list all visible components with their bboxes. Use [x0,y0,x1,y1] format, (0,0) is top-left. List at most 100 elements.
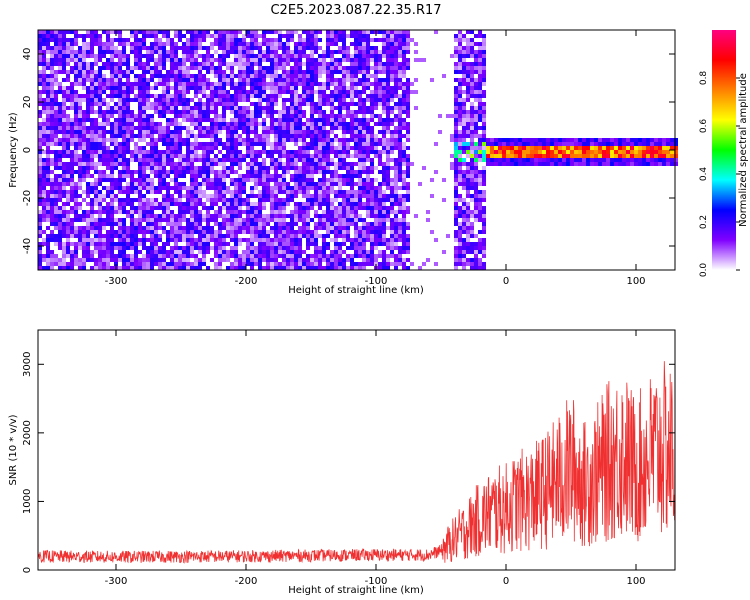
spectrogram-cell [54,150,58,154]
spectrogram-cell [162,158,166,162]
spectrogram-cell [298,66,302,70]
spectrogram-cell [38,74,42,78]
spectrogram-cell [38,242,42,246]
spectrogram-cell [98,258,102,262]
spectrogram-cell [394,234,398,238]
spectrogram-cell [150,170,154,174]
spectrogram-cell [318,74,322,78]
spectrogram-cell [274,130,278,134]
spectrogram-cell [50,34,54,38]
spectrogram-cell [170,78,174,82]
spectrogram-cell [182,266,186,270]
spectrogram-cell [110,218,114,222]
spectrogram-cell [186,82,190,86]
spectrogram-cell [374,38,378,42]
spectrogram-cell [406,242,410,246]
spectrogram-cell [270,98,274,102]
spectrogram-cell [238,122,242,126]
spectrogram-cell [94,198,98,202]
spectrogram-cell [254,110,258,114]
spectrogram-cell [294,46,298,50]
spectrogram-cell [238,158,242,162]
spectrogram-cell [246,62,250,66]
spectrogram-cell [378,94,382,98]
spectrogram-cell [394,166,398,170]
spectrogram-cell [146,162,150,166]
spectrogram-cell [358,186,362,190]
spectrogram-cell [78,262,82,266]
spectrogram-cell [158,50,162,54]
spectrogram-cell [150,214,154,218]
spectrogram-cell [198,122,202,126]
spectrogram-cell [382,262,386,266]
spectrogram-cell [78,50,82,54]
spectrogram-cell [42,58,46,62]
spectrogram-cell [462,54,466,58]
spectrogram-cell [154,190,158,194]
spectrogram-cell [246,54,250,58]
spectrogram-cell [394,218,398,222]
spectrogram-cell [274,102,278,106]
spectrogram-cell [74,106,78,110]
spectrogram-cell [402,150,406,154]
spectrogram-cell [238,230,242,234]
spectrogram-cell [118,50,122,54]
spectrogram-cell [294,242,298,246]
spectrogram-cell [194,126,198,130]
spectrogram-cell [358,34,362,38]
spectrogram-cell [142,62,146,66]
spectrogram-cell [158,66,162,70]
spectrogram-cell [62,178,66,182]
spectrogram-cell [58,174,62,178]
spectrogram-cell [102,266,106,270]
spectrogram-cell [170,130,174,134]
spectrogram-cell [258,222,262,226]
spectrogram-cell [42,214,46,218]
spectrogram-cell [90,42,94,46]
spectrogram-cell [314,106,318,110]
spectrogram-cell [214,58,218,62]
spectrogram-cell [58,90,62,94]
spectrogram-cell [274,158,278,162]
spectrogram-cell [174,42,178,46]
spectrogram-cell [66,254,70,258]
spectrogram-cell [310,42,314,46]
spectrogram-cell [90,198,94,202]
spectrogram-cell [142,166,146,170]
spectrogram-cell [86,214,90,218]
spectrogram-cell [258,262,262,266]
spectrogram-cell [94,126,98,130]
spectrogram-cell [262,178,266,182]
spectrogram-cell [38,130,42,134]
spectrogram-cell [102,134,106,138]
spectrogram-cell [106,122,110,126]
spectrogram-cell [150,202,154,206]
spectrogram-cell [270,82,274,86]
spectrogram-cell [258,174,262,178]
spectrogram-cell [462,222,466,226]
spectrogram-cell [122,118,126,122]
spectrogram-cell [230,70,234,74]
spectrogram-cell [238,210,242,214]
spectrogram-cell [270,70,274,74]
spectrogram-cell [254,138,258,142]
spectrogram-cell [62,30,66,34]
spectrogram-cell [406,62,410,66]
spectrogram-cell [382,62,386,66]
spectrogram-cell [406,234,410,238]
spectrogram-cell [58,66,62,70]
spectrogram-cell [130,118,134,122]
spectrogram-cell [226,198,230,202]
spectrogram-cell [294,150,298,154]
spectrogram-cell [218,118,222,122]
spectrogram-cell [238,86,242,90]
spectrogram-cell [58,142,62,146]
spectrogram-cell [218,262,222,266]
spectrogram-cell [54,42,58,46]
spectrogram-cell [38,266,42,270]
spectrogram-cell [74,110,78,114]
spectrogram-cell [46,114,50,118]
spectrogram-cell [238,54,242,58]
spectrogram-cell [366,66,370,70]
spectrogram-cell [342,238,346,242]
